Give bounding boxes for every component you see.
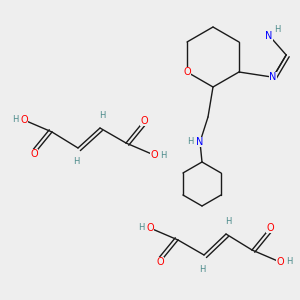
- Text: H: H: [160, 151, 166, 160]
- Text: H: H: [286, 257, 292, 266]
- Text: H: H: [187, 137, 193, 146]
- Text: O: O: [30, 149, 38, 159]
- Text: O: O: [276, 257, 284, 267]
- Text: O: O: [183, 67, 191, 77]
- Text: N: N: [269, 72, 277, 82]
- Text: O: O: [20, 115, 28, 125]
- Text: N: N: [196, 137, 204, 147]
- Text: H: H: [138, 224, 144, 232]
- Text: O: O: [146, 223, 154, 233]
- Text: H: H: [99, 110, 105, 119]
- Text: O: O: [150, 150, 158, 160]
- Text: H: H: [199, 265, 205, 274]
- Text: H: H: [12, 116, 18, 124]
- Text: O: O: [156, 257, 164, 267]
- Text: O: O: [140, 116, 148, 126]
- Text: H: H: [274, 25, 280, 34]
- Text: H: H: [73, 158, 79, 166]
- Text: N: N: [266, 31, 273, 40]
- Text: H: H: [225, 217, 231, 226]
- Text: O: O: [266, 223, 274, 233]
